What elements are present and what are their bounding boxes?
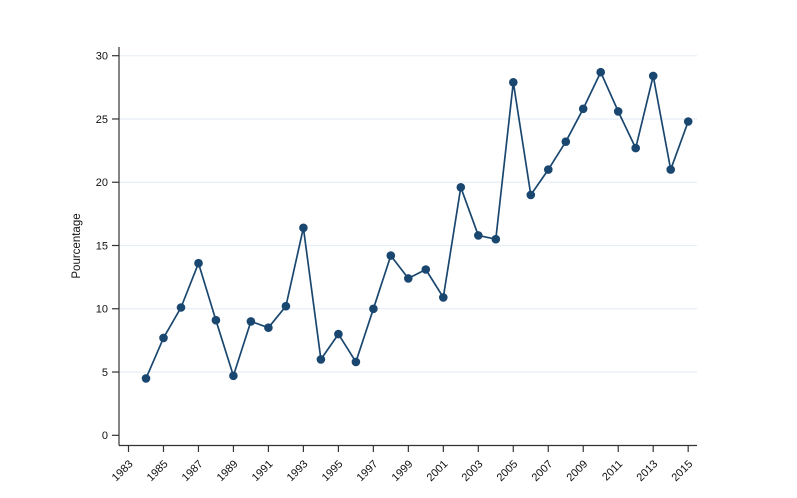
data-point (386, 251, 396, 260)
x-tick-label: 2013 (635, 458, 661, 484)
y-tick-label: 30 (96, 51, 108, 63)
x-tick-label: 1997 (355, 458, 381, 484)
axes: 0 5 10 15 20 25 30 1983 1985 1987 1989 1991 1993 1995… (96, 47, 697, 484)
data-point (316, 355, 326, 364)
data-point (578, 104, 588, 114)
data-point (683, 117, 693, 126)
data-point (421, 265, 431, 274)
x-tick-label: 1993 (285, 458, 311, 484)
x-tick-label: 2007 (530, 458, 556, 484)
data-point (194, 258, 203, 268)
data-point (369, 304, 378, 314)
x-tick-label: 1985 (145, 458, 171, 484)
data-series (141, 67, 693, 383)
data-point (334, 329, 343, 339)
data-point (229, 371, 238, 381)
y-tick-label: 25 (96, 114, 108, 126)
gridlines (119, 55, 697, 373)
x-tick-label: 2003 (460, 458, 486, 484)
data-point (456, 183, 466, 192)
x-tick-label: 1991 (250, 458, 276, 484)
data-point (613, 107, 623, 116)
x-tick-label: 1995 (320, 458, 346, 484)
data-point (491, 234, 501, 244)
x-tick-label: 1989 (215, 458, 241, 484)
data-point (404, 274, 413, 283)
data-point (509, 78, 518, 87)
y-tick-label: 0 (102, 430, 108, 442)
x-tick-label: 1983 (110, 458, 136, 484)
x-tick-label: 2011 (600, 458, 625, 483)
data-point (281, 301, 291, 311)
y-tick-label: 10 (96, 304, 108, 316)
data-point (561, 137, 571, 146)
x-tick-label: 2009 (565, 458, 591, 484)
data-point (351, 357, 361, 367)
x-tick-label: 1999 (390, 458, 416, 484)
data-point (526, 190, 536, 200)
y-axis-title: Pourcentage (71, 213, 83, 278)
data-point (596, 67, 605, 77)
x-tick-label: 2005 (495, 458, 521, 484)
x-tick-label: 2015 (670, 458, 696, 484)
data-point (474, 231, 483, 240)
y-tick-label: 15 (96, 240, 108, 252)
data-point (666, 165, 675, 174)
x-tick-label: 1987 (180, 458, 206, 484)
data-point (544, 165, 553, 174)
data-point (176, 303, 186, 312)
y-tick-label: 5 (102, 367, 108, 379)
data-point (159, 333, 168, 343)
y-tick-label: 20 (96, 177, 108, 189)
data-point (141, 374, 151, 383)
data-point (648, 71, 658, 81)
data-point (211, 315, 221, 325)
data-point (264, 323, 273, 333)
series-line (145, 71, 689, 379)
data-point (246, 317, 256, 326)
data-point (631, 143, 640, 153)
data-point (299, 223, 308, 233)
x-tick-label: 2001 (425, 458, 451, 484)
data-point (439, 293, 448, 302)
